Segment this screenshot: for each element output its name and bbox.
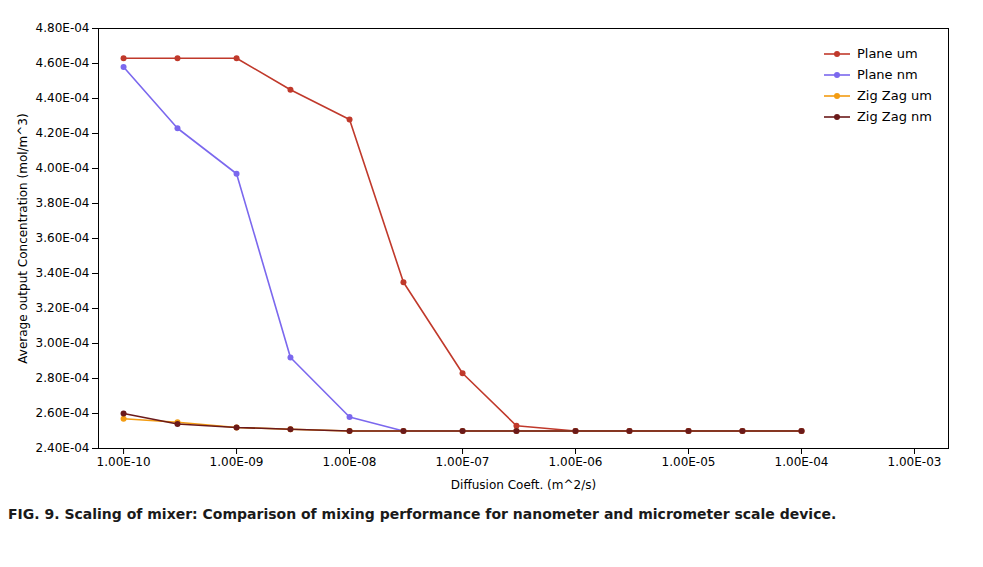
html-text:Zig Zag nm: Zig Zag nm bbox=[856, 109, 932, 124]
svg-text:3.60E-04: 3.60E-04 bbox=[36, 231, 90, 245]
svg-text:1.00E-03: 1.00E-03 bbox=[888, 455, 942, 469]
html-text:FIG. 9. Scaling of mixer: Comp: FIG. 9. Scaling of mixer: Comparison of … bbox=[8, 506, 837, 522]
svg-text:3.20E-04: 3.20E-04 bbox=[36, 301, 90, 315]
svg-text:4.00E-04: 4.00E-04 bbox=[36, 161, 90, 175]
html-text:Plane um: Plane um bbox=[856, 46, 918, 61]
svg-text:1.00E-07: 1.00E-07 bbox=[436, 455, 490, 469]
svg-text:4.20E-04: 4.20E-04 bbox=[36, 126, 90, 140]
svg-text:1.00E-10: 1.00E-10 bbox=[97, 455, 151, 469]
svg-text:2.40E-04: 2.40E-04 bbox=[36, 441, 90, 455]
svg-text:3.00E-04: 3.00E-04 bbox=[36, 336, 90, 350]
svg-text:Diffusion Coeft. (m^2/s): Diffusion Coeft. (m^2/s) bbox=[451, 478, 596, 492]
svg-text:2.60E-04: 2.60E-04 bbox=[36, 406, 90, 420]
svg-text:1.00E-06: 1.00E-06 bbox=[549, 455, 603, 469]
svg-text:1.00E-04: 1.00E-04 bbox=[775, 455, 829, 469]
svg-text:4.40E-04: 4.40E-04 bbox=[36, 91, 90, 105]
svg-text:4.80E-04: 4.80E-04 bbox=[36, 21, 90, 35]
svg-text:Average output Concentration (: Average output Concentration (mol/m^3) bbox=[16, 113, 30, 363]
svg-text:3.80E-04: 3.80E-04 bbox=[36, 196, 90, 210]
svg-text:1.00E-05: 1.00E-05 bbox=[662, 455, 716, 469]
svg-text:4.60E-04: 4.60E-04 bbox=[36, 56, 90, 70]
html-text:Plane nm: Plane nm bbox=[856, 67, 918, 82]
svg-text:2.80E-04: 2.80E-04 bbox=[36, 371, 90, 385]
html-text:Zig Zag um: Zig Zag um bbox=[856, 88, 932, 103]
svg-text:1.00E-09: 1.00E-09 bbox=[210, 455, 264, 469]
svg-text:1.00E-08: 1.00E-08 bbox=[323, 455, 377, 469]
svg-text:3.40E-04: 3.40E-04 bbox=[36, 266, 90, 280]
